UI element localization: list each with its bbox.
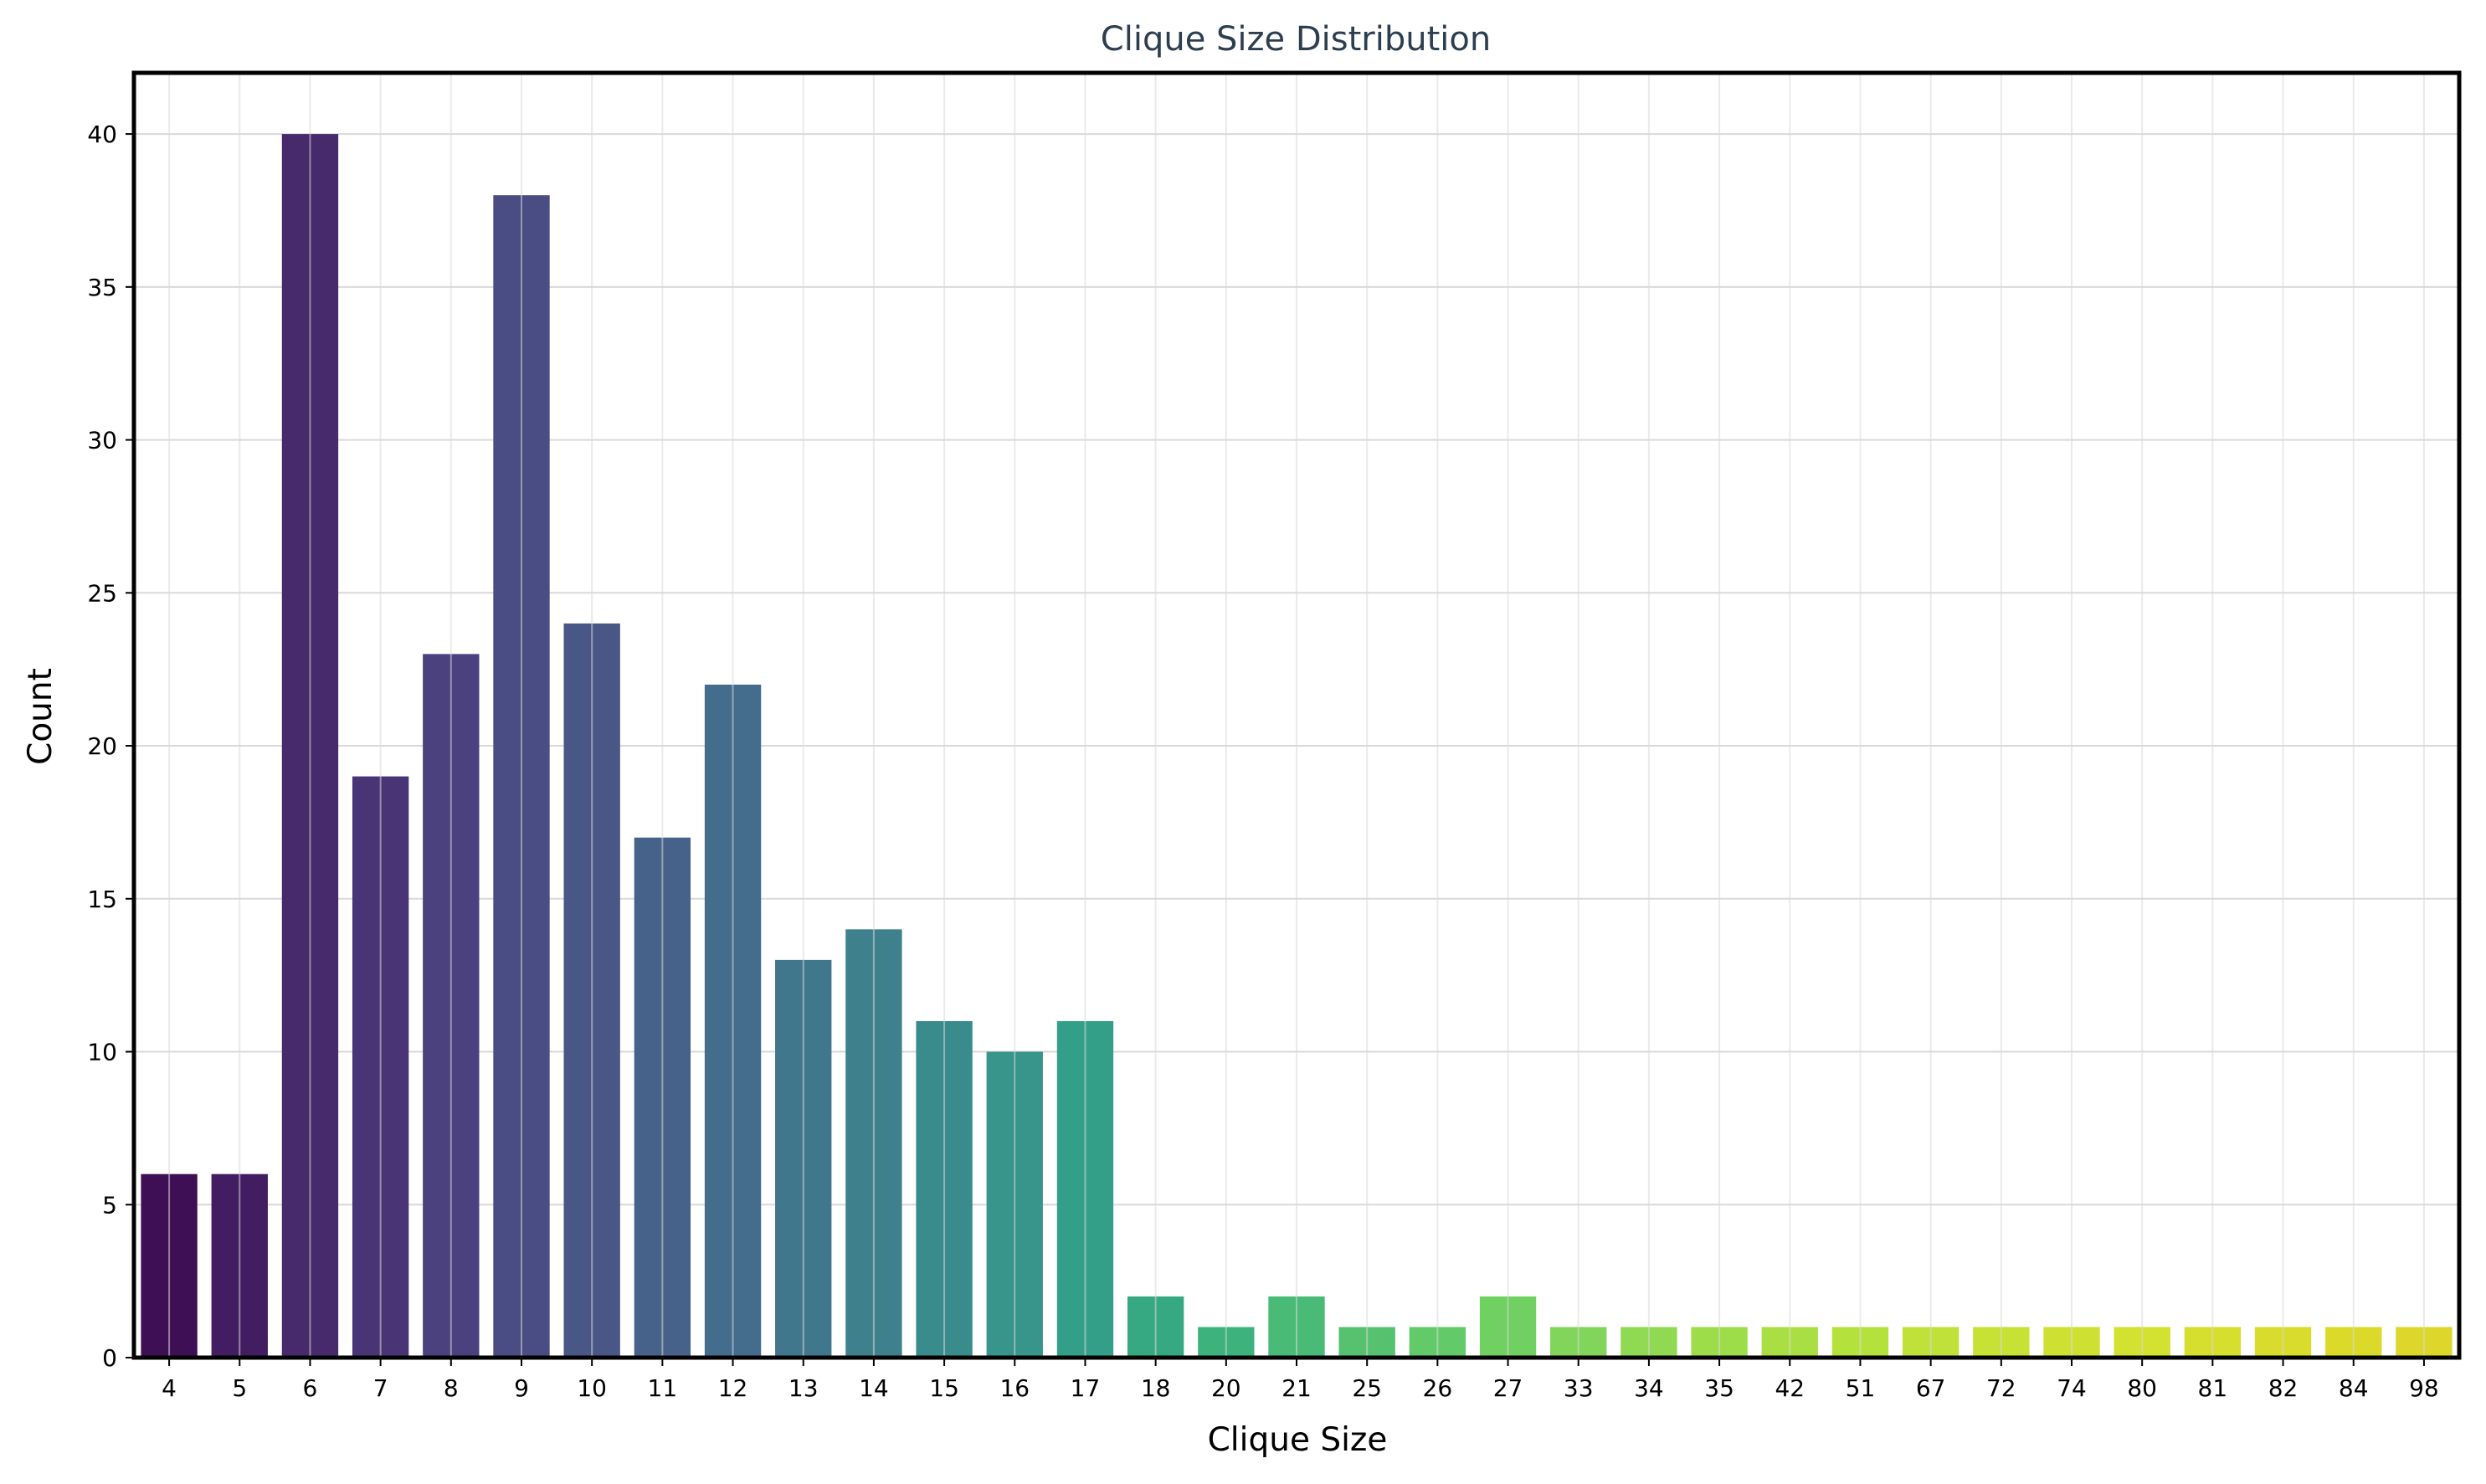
x-tick-label: 82 [2268,1374,2299,1402]
y-tick-label: 35 [87,274,117,301]
y-tick-label: 30 [87,427,117,454]
x-tick-label: 67 [1916,1374,1946,1402]
x-tick-label: 14 [859,1374,889,1402]
x-tick-label: 16 [999,1374,1030,1402]
x-tick-label: 11 [648,1374,678,1402]
y-tick-label: 40 [87,121,117,148]
x-tick-label: 21 [1282,1374,1312,1402]
y-axis-label: Count [22,668,59,765]
x-tick-label: 42 [1775,1374,1805,1402]
y-tick-label: 20 [87,732,117,760]
x-tick-label: 12 [718,1374,748,1402]
x-tick-label: 34 [1634,1374,1664,1402]
x-tick-label: 98 [2409,1374,2439,1402]
x-tick-label: 80 [2127,1374,2157,1402]
x-tick-label: 7 [373,1374,388,1402]
y-tick-label: 5 [102,1191,117,1219]
x-tick-label: 6 [303,1374,318,1402]
chart-title: Clique Size Distribution [1101,20,1491,59]
x-tick-label: 4 [162,1374,177,1402]
x-axis-ticks: 4 5 6 7 8 9 10 11 12 13 14 15 16 17 18 20 21 25 26 27 33 34 35… [162,1358,2439,1402]
x-tick-label: 9 [514,1374,529,1402]
x-tick-label: 13 [788,1374,819,1402]
x-tick-label: 33 [1564,1374,1594,1402]
y-tick-label: 0 [102,1344,117,1372]
x-tick-label: 35 [1704,1374,1734,1402]
x-axis-label: Clique Size [1208,1421,1388,1459]
vertical-grid-layer [168,73,2425,1358]
x-tick-label: 84 [2339,1374,2369,1402]
x-tick-label: 72 [1986,1374,2016,1402]
x-tick-label: 17 [1071,1374,1101,1402]
x-tick-label: 8 [444,1374,459,1402]
x-tick-label: 5 [232,1374,247,1402]
x-tick-label: 81 [2198,1374,2228,1402]
y-tick-label: 15 [87,886,117,913]
y-tick-label: 25 [87,579,117,607]
y-axis-ticks: 0 5 10 15 20 25 30 35 40 [87,121,134,1372]
x-tick-label: 27 [1493,1374,1523,1402]
x-tick-label: 25 [1352,1374,1382,1402]
x-tick-label: 20 [1211,1374,1241,1402]
x-tick-label: 18 [1141,1374,1171,1402]
x-tick-label: 26 [1423,1374,1453,1402]
x-tick-label: 10 [577,1374,607,1402]
y-tick-label: 10 [87,1039,117,1066]
x-tick-label: 51 [1846,1374,1876,1402]
x-tick-label: 15 [929,1374,959,1402]
x-tick-label: 74 [2057,1374,2087,1402]
